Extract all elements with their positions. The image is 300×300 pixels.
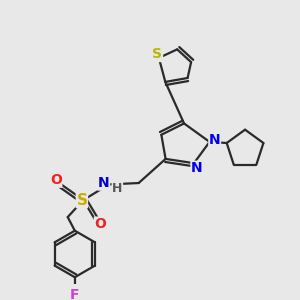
Text: N: N <box>209 133 220 147</box>
Text: S: S <box>152 47 163 61</box>
Text: N: N <box>98 176 109 190</box>
Text: S: S <box>76 193 87 208</box>
Text: F: F <box>70 288 80 300</box>
Text: O: O <box>50 173 62 187</box>
Text: O: O <box>94 217 106 231</box>
Text: H: H <box>112 182 123 195</box>
Text: N: N <box>191 161 202 175</box>
